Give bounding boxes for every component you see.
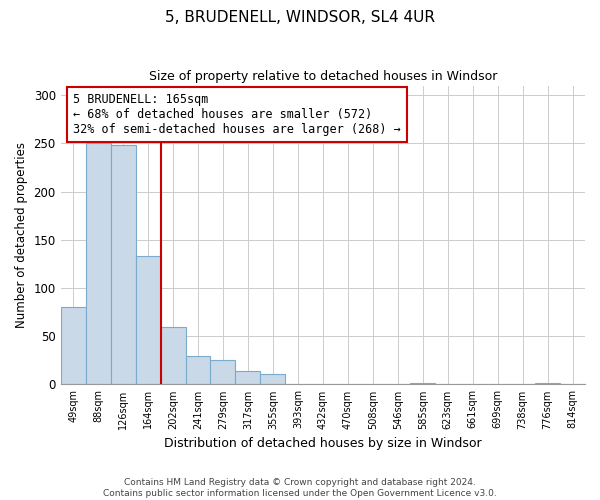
X-axis label: Distribution of detached houses by size in Windsor: Distribution of detached houses by size …: [164, 437, 482, 450]
Bar: [211, 360, 235, 384]
Bar: [260, 374, 286, 384]
Bar: [110, 146, 136, 384]
Bar: [161, 326, 185, 384]
Bar: [136, 256, 161, 384]
Text: Contains HM Land Registry data © Crown copyright and database right 2024.
Contai: Contains HM Land Registry data © Crown c…: [103, 478, 497, 498]
Bar: [86, 144, 110, 384]
Text: 5, BRUDENELL, WINDSOR, SL4 4UR: 5, BRUDENELL, WINDSOR, SL4 4UR: [165, 10, 435, 25]
Bar: [535, 382, 560, 384]
Bar: [235, 371, 260, 384]
Bar: [61, 308, 86, 384]
Y-axis label: Number of detached properties: Number of detached properties: [15, 142, 28, 328]
Title: Size of property relative to detached houses in Windsor: Size of property relative to detached ho…: [149, 70, 497, 83]
Text: 5 BRUDENELL: 165sqm
← 68% of detached houses are smaller (572)
32% of semi-detac: 5 BRUDENELL: 165sqm ← 68% of detached ho…: [73, 94, 401, 136]
Bar: [185, 356, 211, 384]
Bar: [410, 382, 435, 384]
